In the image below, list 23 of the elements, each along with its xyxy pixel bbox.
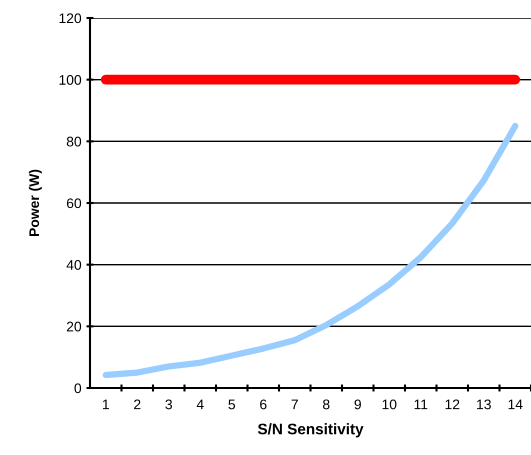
x-tick-label: 2 <box>134 399 140 410</box>
y-tick-label: 0 <box>74 383 82 394</box>
x-tick-label: 5 <box>228 400 236 410</box>
x-tick-label: 3 <box>165 399 172 410</box>
x-tick-label: 8 <box>322 399 330 410</box>
x-tick-label: 10 <box>382 399 396 410</box>
x-tick-label: 7 <box>292 400 298 410</box>
x-tick-label: 12 <box>446 399 460 410</box>
y-tick-label: 60 <box>66 198 82 208</box>
x-tick-label: 6 <box>260 399 266 410</box>
x-tick-label: 4 <box>196 400 204 410</box>
y-tick-label: 20 <box>66 322 82 332</box>
x-axis-title: S/N Sensitivity <box>258 423 364 438</box>
x-tick-label: 9 <box>354 399 361 410</box>
x-tick-label: 1 <box>102 400 109 410</box>
y-tick-label: 120 <box>60 13 82 24</box>
x-tick-label: 13 <box>477 399 491 410</box>
x-tick-label: 14 <box>508 400 523 410</box>
y-tick-label: 40 <box>66 260 82 270</box>
y-axis-title: Power (W) <box>28 170 42 236</box>
y-tick-label: 80 <box>66 136 82 147</box>
x-tick-label: 11 <box>414 400 428 410</box>
y-tick-label: 100 <box>60 75 82 85</box>
